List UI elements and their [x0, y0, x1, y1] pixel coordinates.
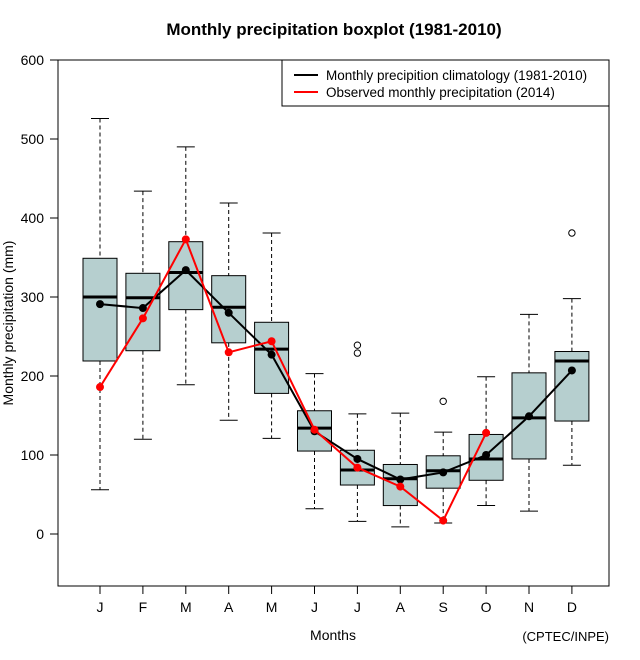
outlier-point	[353, 341, 362, 349]
y-axis: 0 100 200 300 400 500 600	[21, 52, 58, 542]
outlier-point	[568, 229, 576, 237]
outlier-point	[439, 397, 447, 405]
box-8	[425, 397, 461, 524]
outlier-point	[353, 349, 362, 357]
series-point-0	[567, 366, 576, 375]
series-point-1	[439, 516, 448, 525]
box-9	[468, 376, 504, 507]
box-11	[554, 229, 590, 466]
x-tick-label: D	[567, 599, 577, 615]
series-point-1	[482, 428, 491, 437]
x-tick-label: O	[481, 599, 492, 615]
series-point-1	[96, 383, 104, 392]
chart-title: Monthly precipitation boxplot (1981-2010…	[166, 20, 501, 39]
iqr-box	[554, 351, 590, 422]
x-tick-label: M	[180, 599, 192, 615]
y-tick-label: 200	[21, 368, 45, 384]
x-tick-label: F	[139, 599, 148, 615]
series-point-0	[224, 308, 233, 317]
legend-label-climatology: Monthly precipition climatology (1981-20…	[326, 68, 587, 83]
series-line-1	[99, 236, 487, 523]
series-point-0	[267, 350, 276, 359]
x-tick-label: S	[439, 599, 448, 615]
series-point-0	[482, 451, 491, 459]
series-point-0	[396, 475, 405, 484]
legend-box	[281, 59, 610, 107]
series-lines	[96, 235, 576, 525]
y-tick-label: 0	[36, 526, 44, 542]
series-point-0	[439, 468, 448, 477]
series-line-0	[99, 268, 573, 481]
series-point-0	[138, 304, 147, 313]
x-tick-label: A	[396, 599, 406, 615]
series-point-1	[310, 425, 319, 434]
series-point-1	[224, 348, 233, 357]
y-tick-label: 400	[21, 210, 45, 226]
legend: Monthly precipition climatology (1981-20…	[281, 59, 610, 107]
series-point-0	[181, 266, 190, 275]
series-point-1	[181, 235, 190, 244]
legend-label-observed: Observed monthly precipitation (2014)	[326, 85, 555, 100]
series-point-1	[353, 463, 362, 472]
box-0	[82, 117, 118, 491]
x-tick-label: J	[311, 599, 318, 615]
series-point-0	[353, 454, 362, 463]
credit-label: (CPTEC/INPE)	[522, 629, 609, 644]
box-6	[339, 341, 375, 522]
x-tick-label: M	[266, 599, 278, 615]
iqr-box	[82, 257, 118, 362]
x-axis-label: Months	[310, 627, 356, 643]
y-tick-label: 600	[21, 52, 45, 68]
y-tick-label: 100	[21, 447, 45, 463]
box-2	[168, 146, 204, 386]
box-7	[382, 412, 418, 528]
x-tick-label: A	[224, 599, 234, 615]
series-point-1	[267, 337, 276, 346]
series-point-0	[96, 300, 104, 309]
box-4	[254, 232, 290, 439]
x-tick-label: N	[524, 599, 534, 615]
series-point-0	[525, 412, 533, 421]
boxes	[82, 117, 590, 528]
x-tick-label: J	[354, 599, 361, 615]
y-tick-label: 500	[21, 131, 45, 147]
series-point-1	[396, 482, 405, 491]
iqr-box	[168, 241, 204, 311]
y-tick-label: 300	[21, 289, 45, 305]
y-axis-label: Monthly precipitation (mm)	[0, 241, 16, 406]
x-tick-label: J	[97, 599, 104, 615]
series-point-1	[138, 314, 147, 323]
